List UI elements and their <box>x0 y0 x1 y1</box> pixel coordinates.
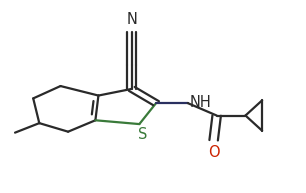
Text: NH: NH <box>189 95 211 110</box>
Text: O: O <box>208 145 219 160</box>
Text: S: S <box>138 127 147 142</box>
Text: N: N <box>126 12 137 27</box>
